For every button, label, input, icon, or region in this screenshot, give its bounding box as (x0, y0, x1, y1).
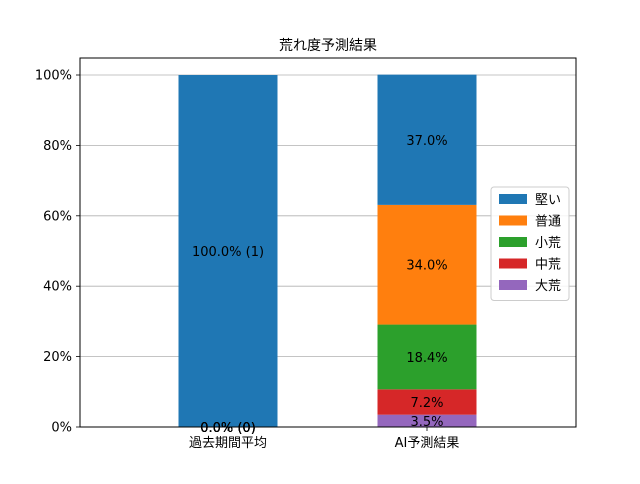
legend-swatch (499, 194, 527, 204)
y-axis: 0% 20% 40% 60% 80% 100% (35, 69, 80, 436)
legend-label[interactable]: 小荒 (535, 236, 561, 251)
legend-swatch (499, 258, 527, 269)
bar-segment (377, 204, 477, 325)
legend-box (490, 186, 570, 301)
bar-segment (377, 74, 477, 205)
legend-label[interactable]: 堅い (535, 193, 561, 208)
bar-segment (377, 389, 477, 415)
bar-segment (377, 324, 477, 390)
bar-segment (377, 414, 477, 427)
bar-data-label: 3.5% (410, 415, 443, 430)
chart-title: 荒れ度予測結果 (279, 38, 377, 54)
bar-data-label: 18.4% (406, 351, 447, 366)
y-tick-label: 100% (35, 69, 72, 84)
bar-data-label: 100.0% (1) (192, 245, 264, 260)
y-tick-label: 0% (51, 421, 72, 436)
x-axis: 過去期間平均 AI予測結果 (189, 427, 459, 451)
bar-data-label: 34.0% (406, 259, 447, 274)
bar-labels: 0.0% (0)0.0% (0)0.0% (0)0.0% (0)100.0% (… (192, 134, 448, 436)
x-tick-label: 過去期間平均 (189, 436, 267, 451)
x-tick-label: AI予測結果 (395, 436, 460, 451)
bar-data-label: 7.2% (410, 396, 443, 411)
y-tick-label: 60% (43, 209, 72, 224)
legend-swatch (499, 215, 527, 226)
legend-swatch (499, 237, 527, 247)
y-tick-label: 20% (43, 350, 72, 365)
bar-data-label: 37.0% (406, 134, 447, 149)
legend-label[interactable]: 中荒 (535, 258, 561, 273)
bars (178, 74, 477, 427)
legend-swatch (499, 280, 527, 290)
legend-label[interactable]: 普通 (535, 215, 561, 230)
y-tick-label: 40% (43, 280, 72, 295)
legend-label[interactable]: 大荒 (535, 279, 561, 294)
y-tick-label: 80% (43, 139, 72, 154)
bar-segment (178, 75, 278, 427)
plot-frame (79, 57, 577, 428)
